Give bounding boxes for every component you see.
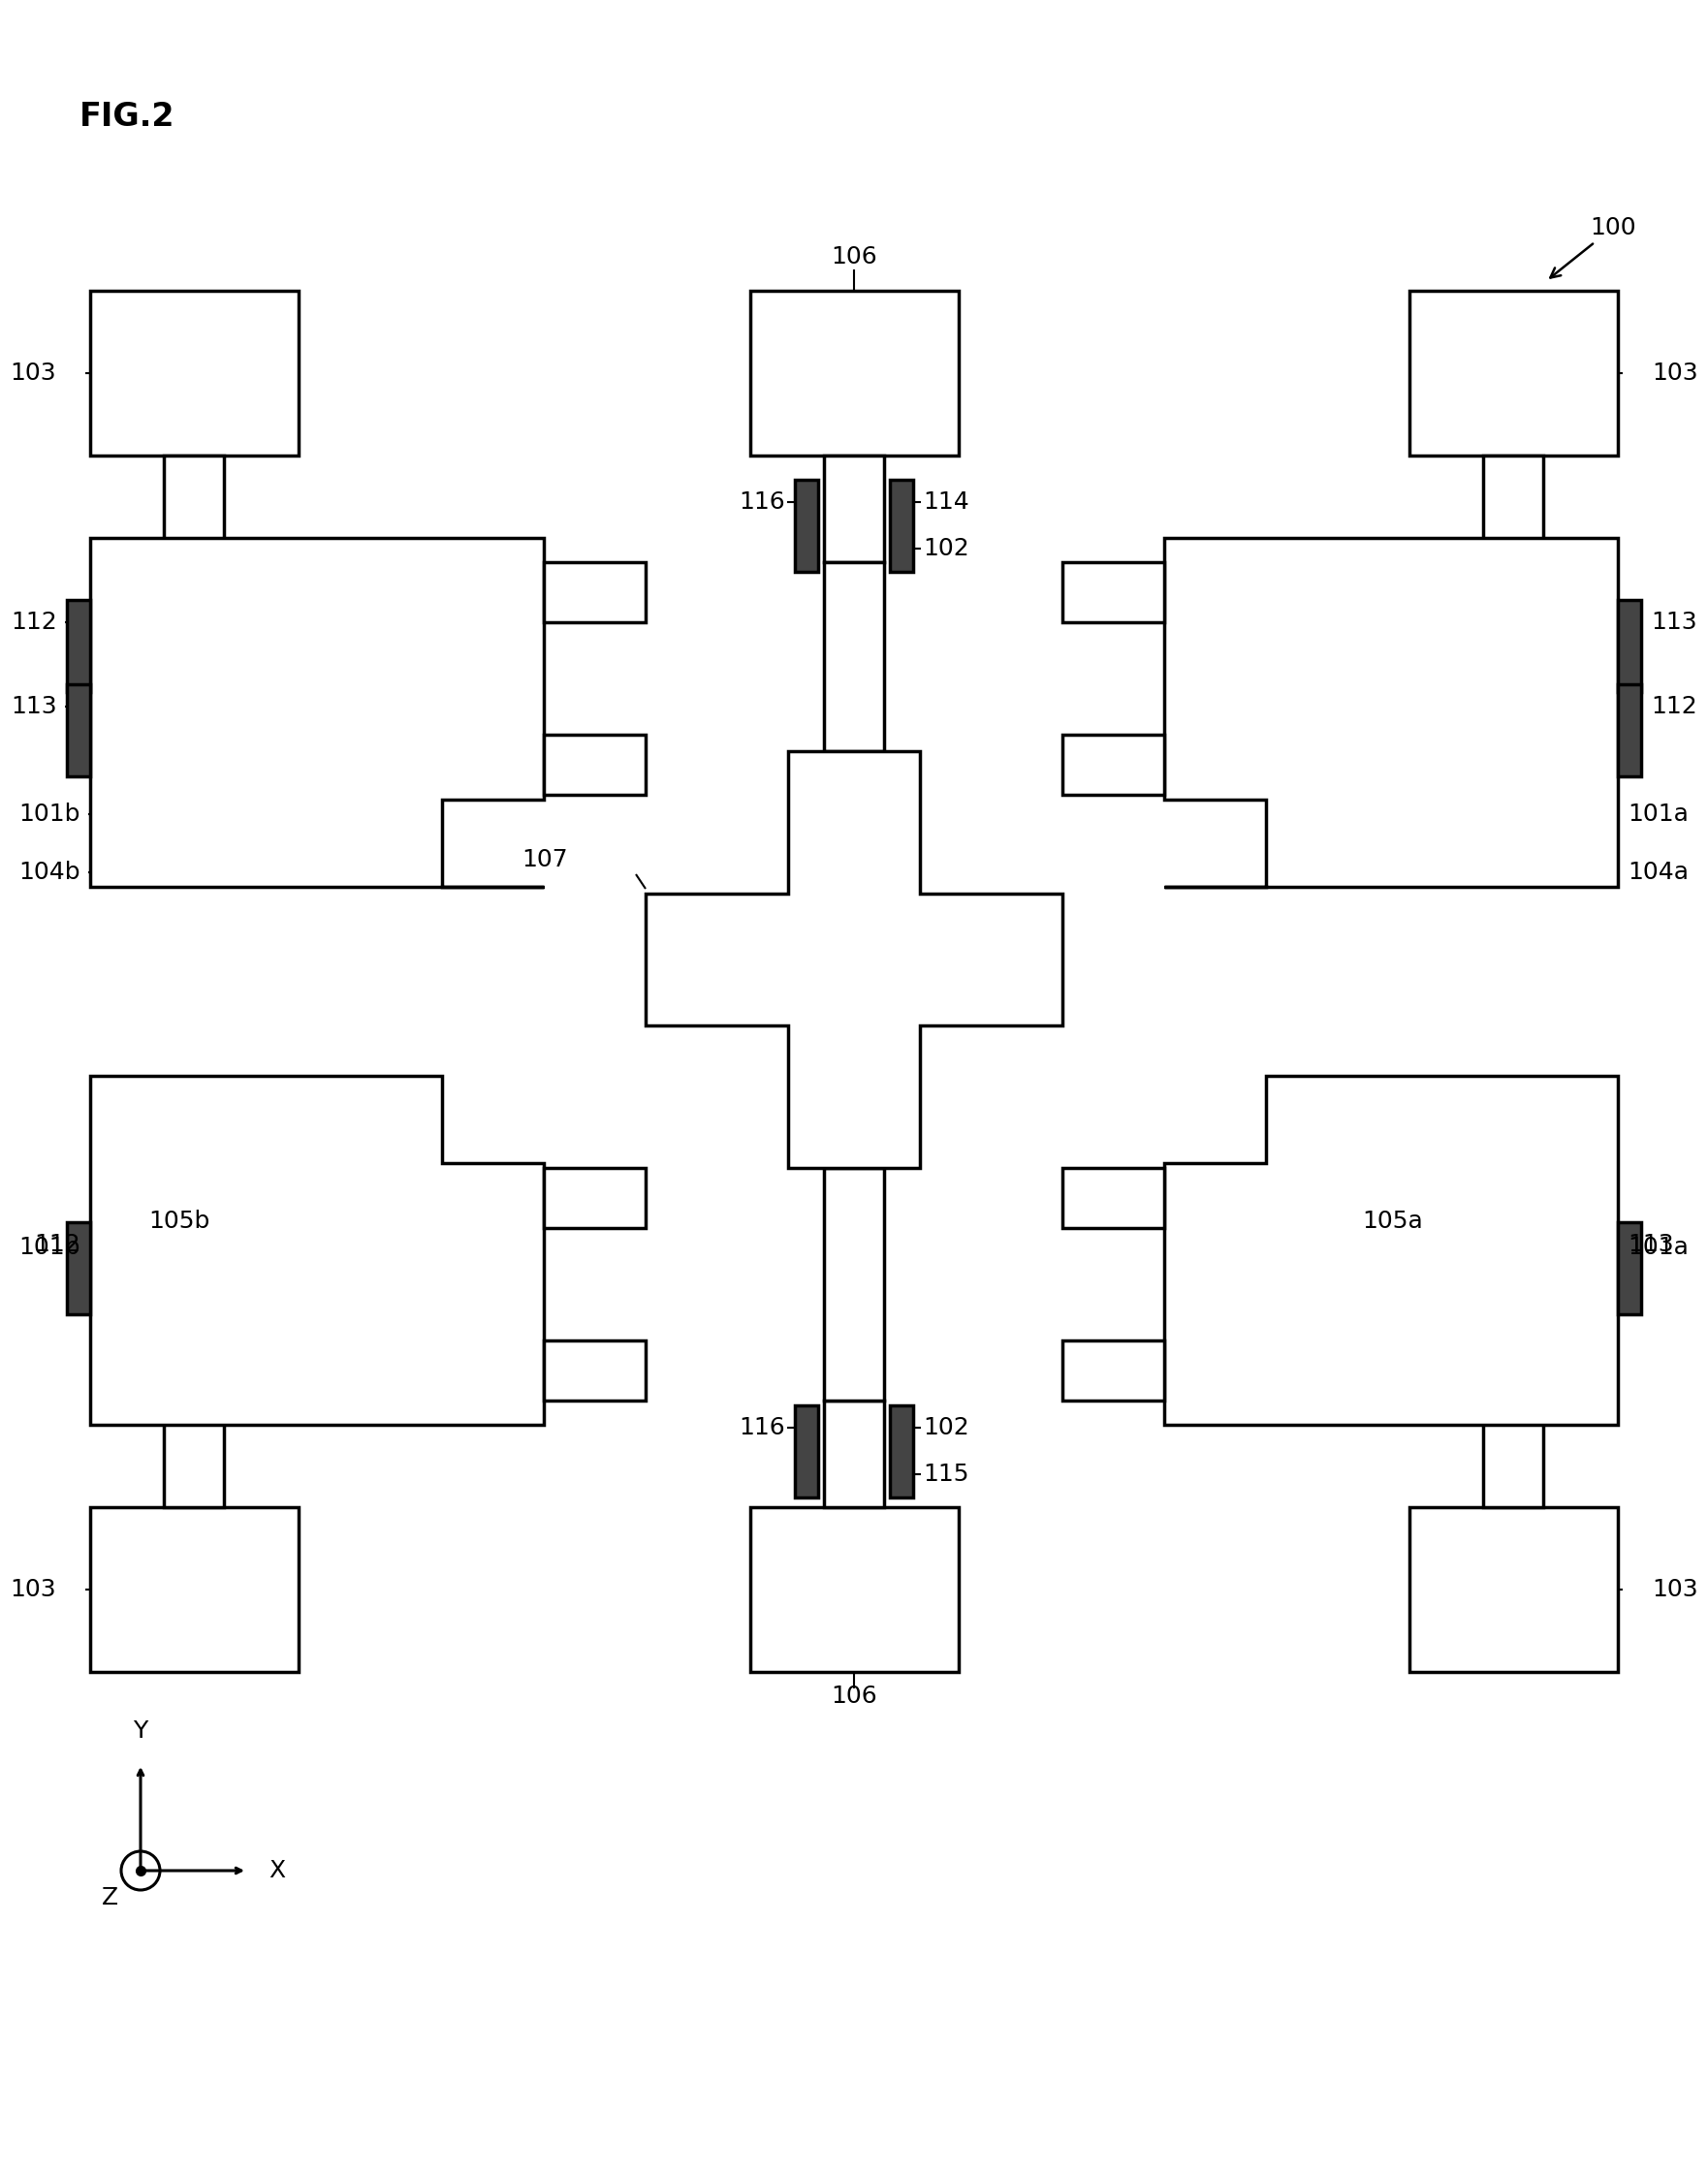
Text: 103: 103 bbox=[10, 1578, 56, 1602]
Text: 102: 102 bbox=[922, 537, 968, 561]
Bar bbox=[1062, 735, 1165, 796]
Text: 116: 116 bbox=[740, 491, 786, 513]
Bar bbox=[1483, 1400, 1544, 1507]
Bar bbox=[750, 1507, 958, 1672]
Text: 115: 115 bbox=[922, 1463, 968, 1485]
Text: 106: 106 bbox=[830, 1685, 878, 1709]
Text: 105b: 105b bbox=[149, 1209, 210, 1233]
Text: 101b: 101b bbox=[19, 1235, 80, 1259]
Bar bbox=[91, 291, 299, 457]
Text: 103: 103 bbox=[1652, 1578, 1698, 1602]
Text: 113: 113 bbox=[1652, 611, 1698, 635]
Polygon shape bbox=[1165, 1076, 1617, 1424]
Bar bbox=[164, 457, 224, 563]
Text: FIG.2: FIG.2 bbox=[80, 100, 174, 133]
Bar bbox=[794, 1404, 818, 1498]
Bar bbox=[543, 1341, 646, 1400]
Text: 112: 112 bbox=[1652, 696, 1698, 717]
Bar bbox=[164, 1400, 224, 1507]
Polygon shape bbox=[91, 1076, 543, 1424]
Bar bbox=[794, 480, 818, 572]
Text: 101a: 101a bbox=[1628, 802, 1689, 826]
Text: 101b: 101b bbox=[19, 802, 80, 826]
Bar bbox=[91, 1507, 299, 1672]
Bar bbox=[67, 1222, 91, 1315]
Text: 104a: 104a bbox=[1628, 861, 1689, 885]
Bar bbox=[543, 1167, 646, 1228]
Bar bbox=[890, 1404, 914, 1498]
Polygon shape bbox=[1165, 537, 1617, 887]
Bar bbox=[67, 600, 91, 691]
Bar bbox=[1617, 685, 1641, 776]
Text: 105a: 105a bbox=[1361, 1209, 1423, 1233]
Text: 113: 113 bbox=[10, 696, 56, 717]
Bar bbox=[890, 480, 914, 572]
Text: X: X bbox=[268, 1859, 285, 1883]
Bar bbox=[750, 291, 958, 457]
Text: 114: 114 bbox=[922, 491, 968, 513]
Bar bbox=[1062, 1167, 1165, 1228]
Bar bbox=[823, 1167, 885, 1400]
Text: 116: 116 bbox=[740, 1415, 786, 1439]
Text: 112: 112 bbox=[10, 611, 56, 635]
Text: 101a: 101a bbox=[1628, 1235, 1689, 1259]
Bar bbox=[1409, 291, 1617, 457]
Bar bbox=[1483, 457, 1544, 563]
Bar bbox=[1409, 1507, 1617, 1672]
Text: 100: 100 bbox=[1551, 215, 1636, 278]
Bar bbox=[823, 457, 885, 563]
Text: 107: 107 bbox=[523, 848, 569, 872]
Bar bbox=[543, 563, 646, 622]
Bar bbox=[1617, 1222, 1641, 1315]
Polygon shape bbox=[91, 537, 543, 887]
Bar bbox=[1062, 1341, 1165, 1400]
Text: Z: Z bbox=[101, 1887, 118, 1909]
Polygon shape bbox=[646, 752, 1062, 1167]
Bar bbox=[543, 735, 646, 796]
Text: 106: 106 bbox=[830, 246, 878, 267]
Text: 113: 113 bbox=[1628, 1233, 1674, 1257]
Text: 104b: 104b bbox=[19, 861, 80, 885]
Text: 102: 102 bbox=[922, 1415, 968, 1439]
Bar bbox=[1617, 600, 1641, 691]
Text: 103: 103 bbox=[10, 361, 56, 385]
Text: 103: 103 bbox=[1652, 361, 1698, 385]
Bar bbox=[1062, 563, 1165, 622]
Text: Y: Y bbox=[133, 1720, 149, 1744]
Bar bbox=[67, 685, 91, 776]
Text: 112: 112 bbox=[34, 1233, 80, 1257]
Bar bbox=[823, 1400, 885, 1507]
Bar bbox=[823, 563, 885, 752]
